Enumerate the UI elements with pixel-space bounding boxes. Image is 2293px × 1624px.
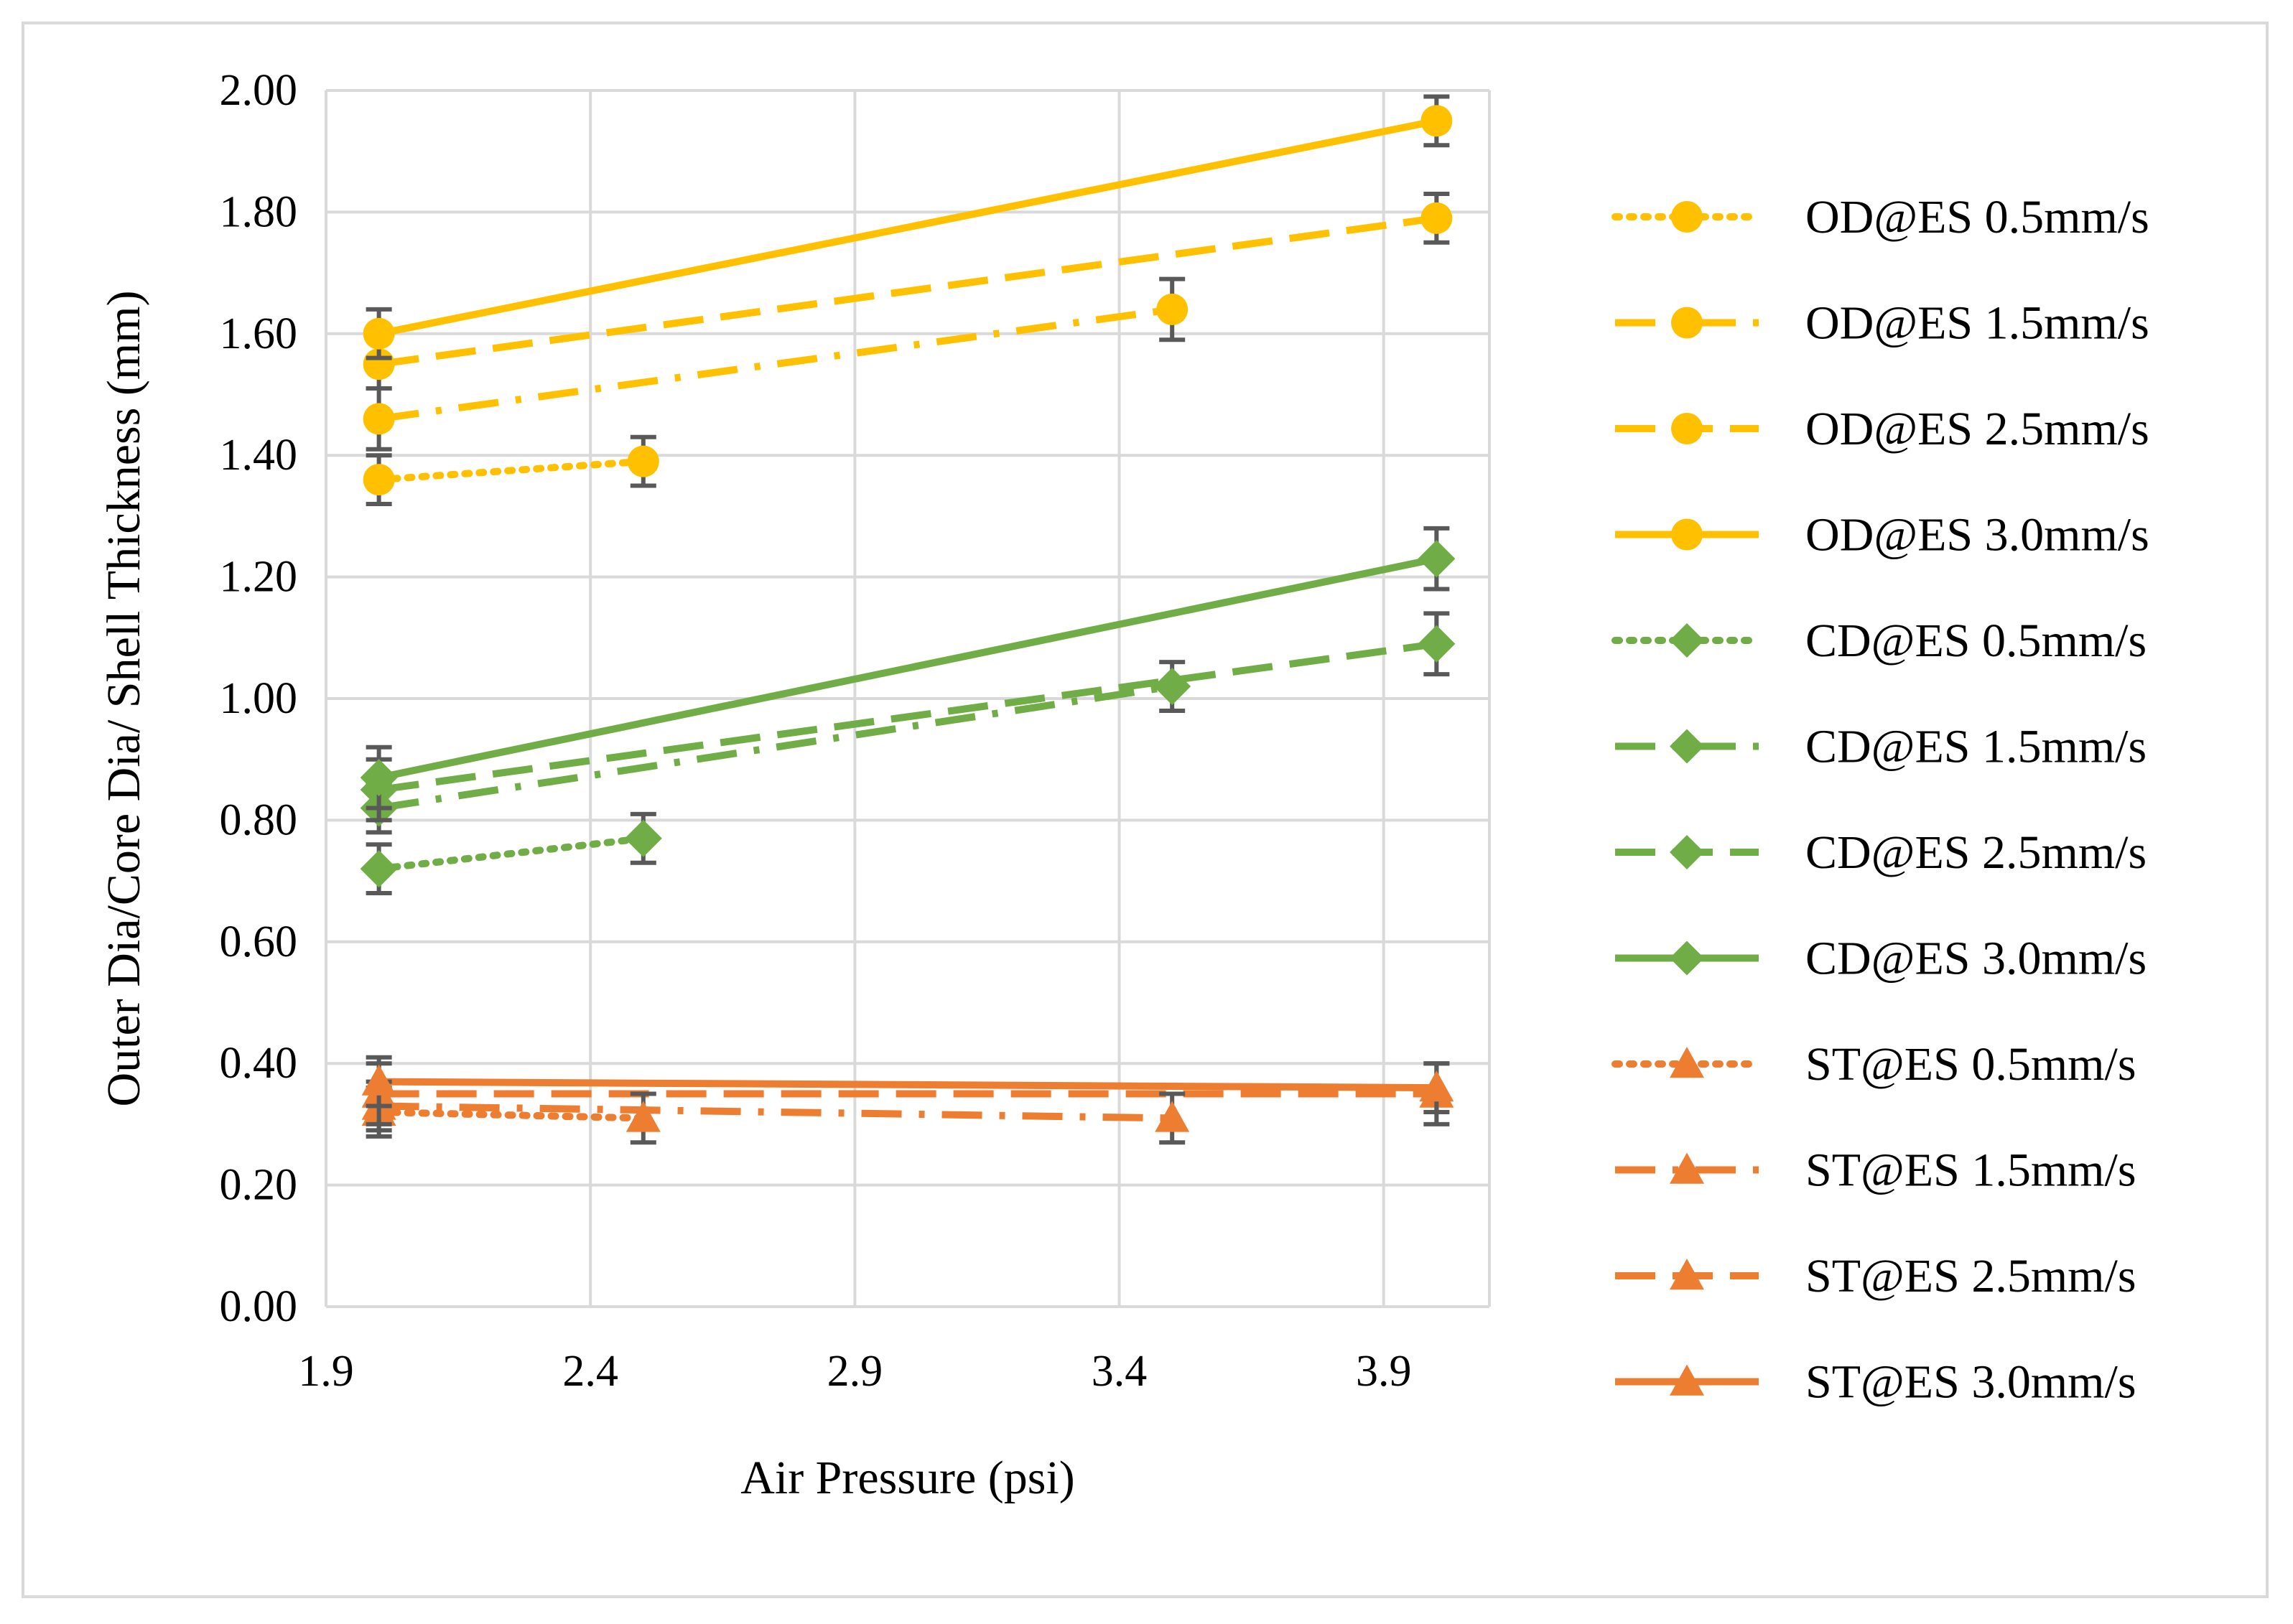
- legend-label-cd-es-1-5mm-s: CD@ES 1.5mm/s: [1805, 721, 2147, 773]
- legend-marker-st-es-0-5mm-s: [1670, 1047, 1704, 1078]
- data-point-cd-es-0-5mm-s: [624, 819, 662, 857]
- legend-label-od-es-0-5mm-s: OD@ES 0.5mm/s: [1805, 191, 2149, 243]
- y-tick-label: 0.40: [220, 1039, 298, 1088]
- chart-svg: 0.00 0.20 0.40 0.60 0.80 1.00 1.20 1.40 1.60 1.80…: [98, 66, 2149, 1504]
- legend-marker-od-es-3-0mm-s: [1671, 518, 1703, 551]
- legend-item-st-es-2-5mm-s: ST@ES 2.5mm/s: [1615, 1250, 2136, 1302]
- legend-marker-od-es-1-5mm-s: [1671, 307, 1703, 339]
- legend-marker-cd-es-0-5mm-s: [1670, 623, 1704, 658]
- y-axis-title: Outer Dia/Core Dia/ Shell Thickness (mm): [98, 290, 150, 1106]
- legend-item-od-es-1-5mm-s: OD@ES 1.5mm/s: [1615, 297, 2149, 350]
- data-point-cd-es-2-5mm-s: [1418, 625, 1456, 663]
- legend-label-st-es-3-0mm-s: ST@ES 3.0mm/s: [1805, 1356, 2136, 1409]
- series-line-st-es-0-5mm-s: [375, 1108, 647, 1122]
- x-axis-title: Air Pressure (psi): [740, 1452, 1075, 1504]
- x-tick-label: 3.9: [1356, 1347, 1412, 1396]
- legend-marker-od-es-0-5mm-s: [1671, 201, 1703, 233]
- data-point-cd-es-1-5mm-s: [1153, 668, 1191, 706]
- legend-label-st-es-2-5mm-s: ST@ES 2.5mm/s: [1805, 1250, 2136, 1302]
- legend-item-od-es-3-0mm-s: OD@ES 3.0mm/s: [1615, 509, 2149, 561]
- data-point-od-es-3-0mm-s: [1420, 105, 1453, 137]
- legend-item-od-es-2-5mm-s: OD@ES 2.5mm/s: [1615, 403, 2149, 455]
- legend-item-cd-es-1-5mm-s: CD@ES 1.5mm/s: [1615, 721, 2147, 773]
- legend-marker-cd-es-1-5mm-s: [1670, 729, 1704, 764]
- series-layer: [360, 94, 1456, 1145]
- legend-label-od-es-3-0mm-s: OD@ES 3.0mm/s: [1805, 509, 2149, 561]
- legend-label-cd-es-0-5mm-s: CD@ES 0.5mm/s: [1805, 615, 2147, 667]
- legend-label-od-es-2-5mm-s: OD@ES 2.5mm/s: [1805, 403, 2149, 455]
- axis-layer: 0.00 0.20 0.40 0.60 0.80 1.00 1.20 1.40 1.60 1.80…: [220, 66, 1489, 1396]
- legend-item-st-es-3-0mm-s: ST@ES 3.0mm/s: [1615, 1356, 2136, 1409]
- data-point-cd-es-0-5mm-s: [360, 850, 398, 888]
- legend-marker-st-es-2-5mm-s: [1670, 1259, 1704, 1290]
- legend-marker-cd-es-3-0mm-s: [1670, 941, 1704, 976]
- series-line-st-es-3-0mm-s: [378, 1078, 1437, 1092]
- data-point-st-es-3-0mm-s: [1419, 1070, 1454, 1102]
- series-line-od-es-3-0mm-s: [378, 117, 1438, 337]
- y-tick-label: 0.60: [220, 918, 298, 966]
- x-tick-label: 2.4: [562, 1347, 618, 1396]
- series-line-cd-es-2-5mm-s: [378, 640, 1438, 794]
- data-point-od-es-0-5mm-s: [627, 445, 659, 477]
- data-point-od-es-1-5mm-s: [1156, 293, 1189, 325]
- x-tick-label: 2.9: [827, 1347, 883, 1396]
- legend-label-cd-es-2-5mm-s: CD@ES 2.5mm/s: [1805, 826, 2147, 879]
- grid-layer: [325, 89, 1491, 1308]
- series-line-st-es-1-5mm-s: [378, 1102, 1173, 1122]
- legend-marker-cd-es-2-5mm-s: [1670, 835, 1704, 869]
- series-line-cd-es-1-5mm-s: [378, 683, 1173, 812]
- series-line-od-es-0-5mm-s: [375, 457, 647, 484]
- y-tick-label: 1.80: [220, 187, 298, 236]
- series-line-od-es-1-5mm-s: [378, 305, 1173, 423]
- data-point-cd-es-3-0mm-s: [1418, 540, 1456, 578]
- legend-item-cd-es-3-0mm-s: CD@ES 3.0mm/s: [1615, 933, 2147, 985]
- data-point-od-es-0-5mm-s: [363, 464, 395, 496]
- legend-item-cd-es-2-5mm-s: CD@ES 2.5mm/s: [1615, 826, 2147, 879]
- data-point-st-es-3-0mm-s: [361, 1064, 396, 1096]
- legend-item-st-es-0-5mm-s: ST@ES 0.5mm/s: [1611, 1038, 2136, 1091]
- y-tick-label: 2.00: [220, 66, 298, 115]
- legend-label-cd-es-3-0mm-s: CD@ES 3.0mm/s: [1805, 933, 2147, 985]
- y-tick-label: 1.20: [220, 553, 298, 602]
- y-tick-label: 0.00: [220, 1282, 298, 1331]
- legend-marker-st-es-3-0mm-s: [1670, 1364, 1704, 1396]
- legend-marker-st-es-1-5mm-s: [1670, 1152, 1704, 1184]
- series-line-od-es-2-5mm-s: [378, 214, 1438, 368]
- data-point-st-es-0-5mm-s: [625, 1101, 661, 1132]
- y-tick-label: 1.00: [220, 674, 298, 723]
- x-tick-label: 3.4: [1092, 1347, 1148, 1396]
- legend-item-st-es-1-5mm-s: ST@ES 1.5mm/s: [1615, 1144, 2136, 1197]
- x-tick-label: 1.9: [298, 1347, 354, 1396]
- data-point-od-es-3-0mm-s: [363, 317, 395, 350]
- y-tick-label: 0.80: [220, 795, 298, 844]
- legend-item-cd-es-0-5mm-s: CD@ES 0.5mm/s: [1611, 615, 2147, 667]
- legend-label-st-es-1-5mm-s: ST@ES 1.5mm/s: [1805, 1144, 2136, 1197]
- legend-marker-od-es-2-5mm-s: [1671, 413, 1703, 444]
- legend-item-od-es-0-5mm-s: OD@ES 0.5mm/s: [1611, 191, 2149, 243]
- series-line-cd-es-0-5mm-s: [375, 834, 647, 873]
- legend-label-st-es-0-5mm-s: ST@ES 0.5mm/s: [1805, 1038, 2136, 1091]
- data-point-od-es-2-5mm-s: [1420, 202, 1453, 234]
- chart-frame: 0.00 0.20 0.40 0.60 0.80 1.00 1.20 1.40 1.60 1.80…: [22, 22, 2269, 1598]
- y-tick-label: 0.20: [220, 1161, 298, 1210]
- data-point-cd-es-3-0mm-s: [360, 759, 398, 797]
- y-tick-label: 1.40: [220, 431, 298, 480]
- y-tick-label: 1.60: [220, 309, 298, 358]
- data-point-st-es-1-5mm-s: [1155, 1101, 1190, 1132]
- legend-label-od-es-1-5mm-s: OD@ES 1.5mm/s: [1805, 297, 2149, 350]
- data-point-od-es-1-5mm-s: [363, 403, 395, 435]
- series-line-cd-es-3-0mm-s: [378, 555, 1438, 782]
- legend-layer: OD@ES 0.5mm/s OD@ES 1.5mm/s OD@ES 2.5mm/s O…: [1611, 191, 2149, 1409]
